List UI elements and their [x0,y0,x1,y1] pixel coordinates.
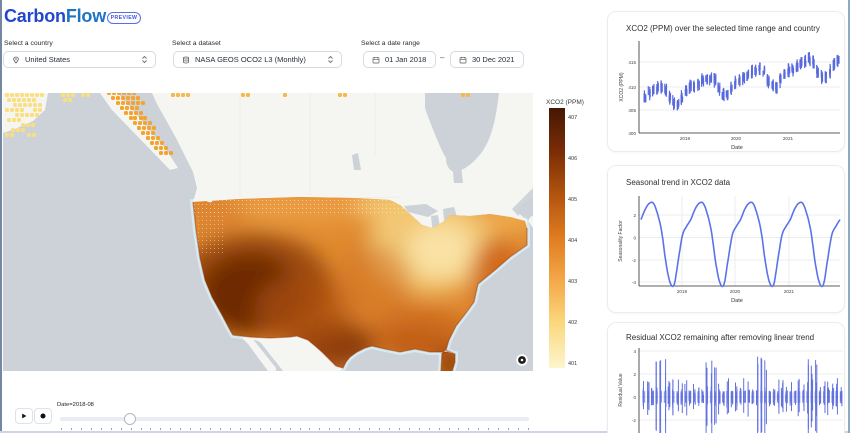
svg-text:406: 406 [568,156,577,162]
svg-text:2021: 2021 [784,289,795,294]
svg-text:410: 410 [628,85,636,90]
svg-text:2020: 2020 [731,136,742,141]
svg-text:2019: 2019 [677,289,688,294]
svg-text:-2: -2 [632,418,637,423]
svg-text:-2: -2 [632,258,637,263]
svg-text:2: 2 [633,372,636,377]
svg-text:401: 401 [568,361,577,367]
svg-text:2: 2 [633,213,636,218]
svg-text:403: 403 [568,279,577,285]
svg-text:Residual Value: Residual Value [618,373,624,406]
svg-text:XCO2 (PPM): XCO2 (PPM) [546,99,584,106]
svg-text:0: 0 [633,235,636,240]
svg-text:415: 415 [628,60,636,65]
svg-text:Seasonality Factor: Seasonality Factor [618,220,624,262]
svg-text:4: 4 [633,349,636,354]
svg-text:407: 407 [568,115,577,121]
svg-text:405: 405 [628,108,636,113]
svg-text:402: 402 [568,320,577,326]
svg-text:-4: -4 [632,280,637,285]
svg-text:400: 400 [628,131,636,136]
svg-text:404: 404 [568,238,577,244]
svg-text:Date: Date [731,145,743,151]
svg-text:Date: Date [731,298,743,304]
svg-text:2020: 2020 [730,289,741,294]
svg-text:405: 405 [568,197,577,203]
svg-text:2021: 2021 [783,136,794,141]
svg-text:0: 0 [633,395,636,400]
svg-text:2019: 2019 [680,136,691,141]
svg-text:XCO2 (PPM): XCO2 (PPM) [619,72,625,102]
